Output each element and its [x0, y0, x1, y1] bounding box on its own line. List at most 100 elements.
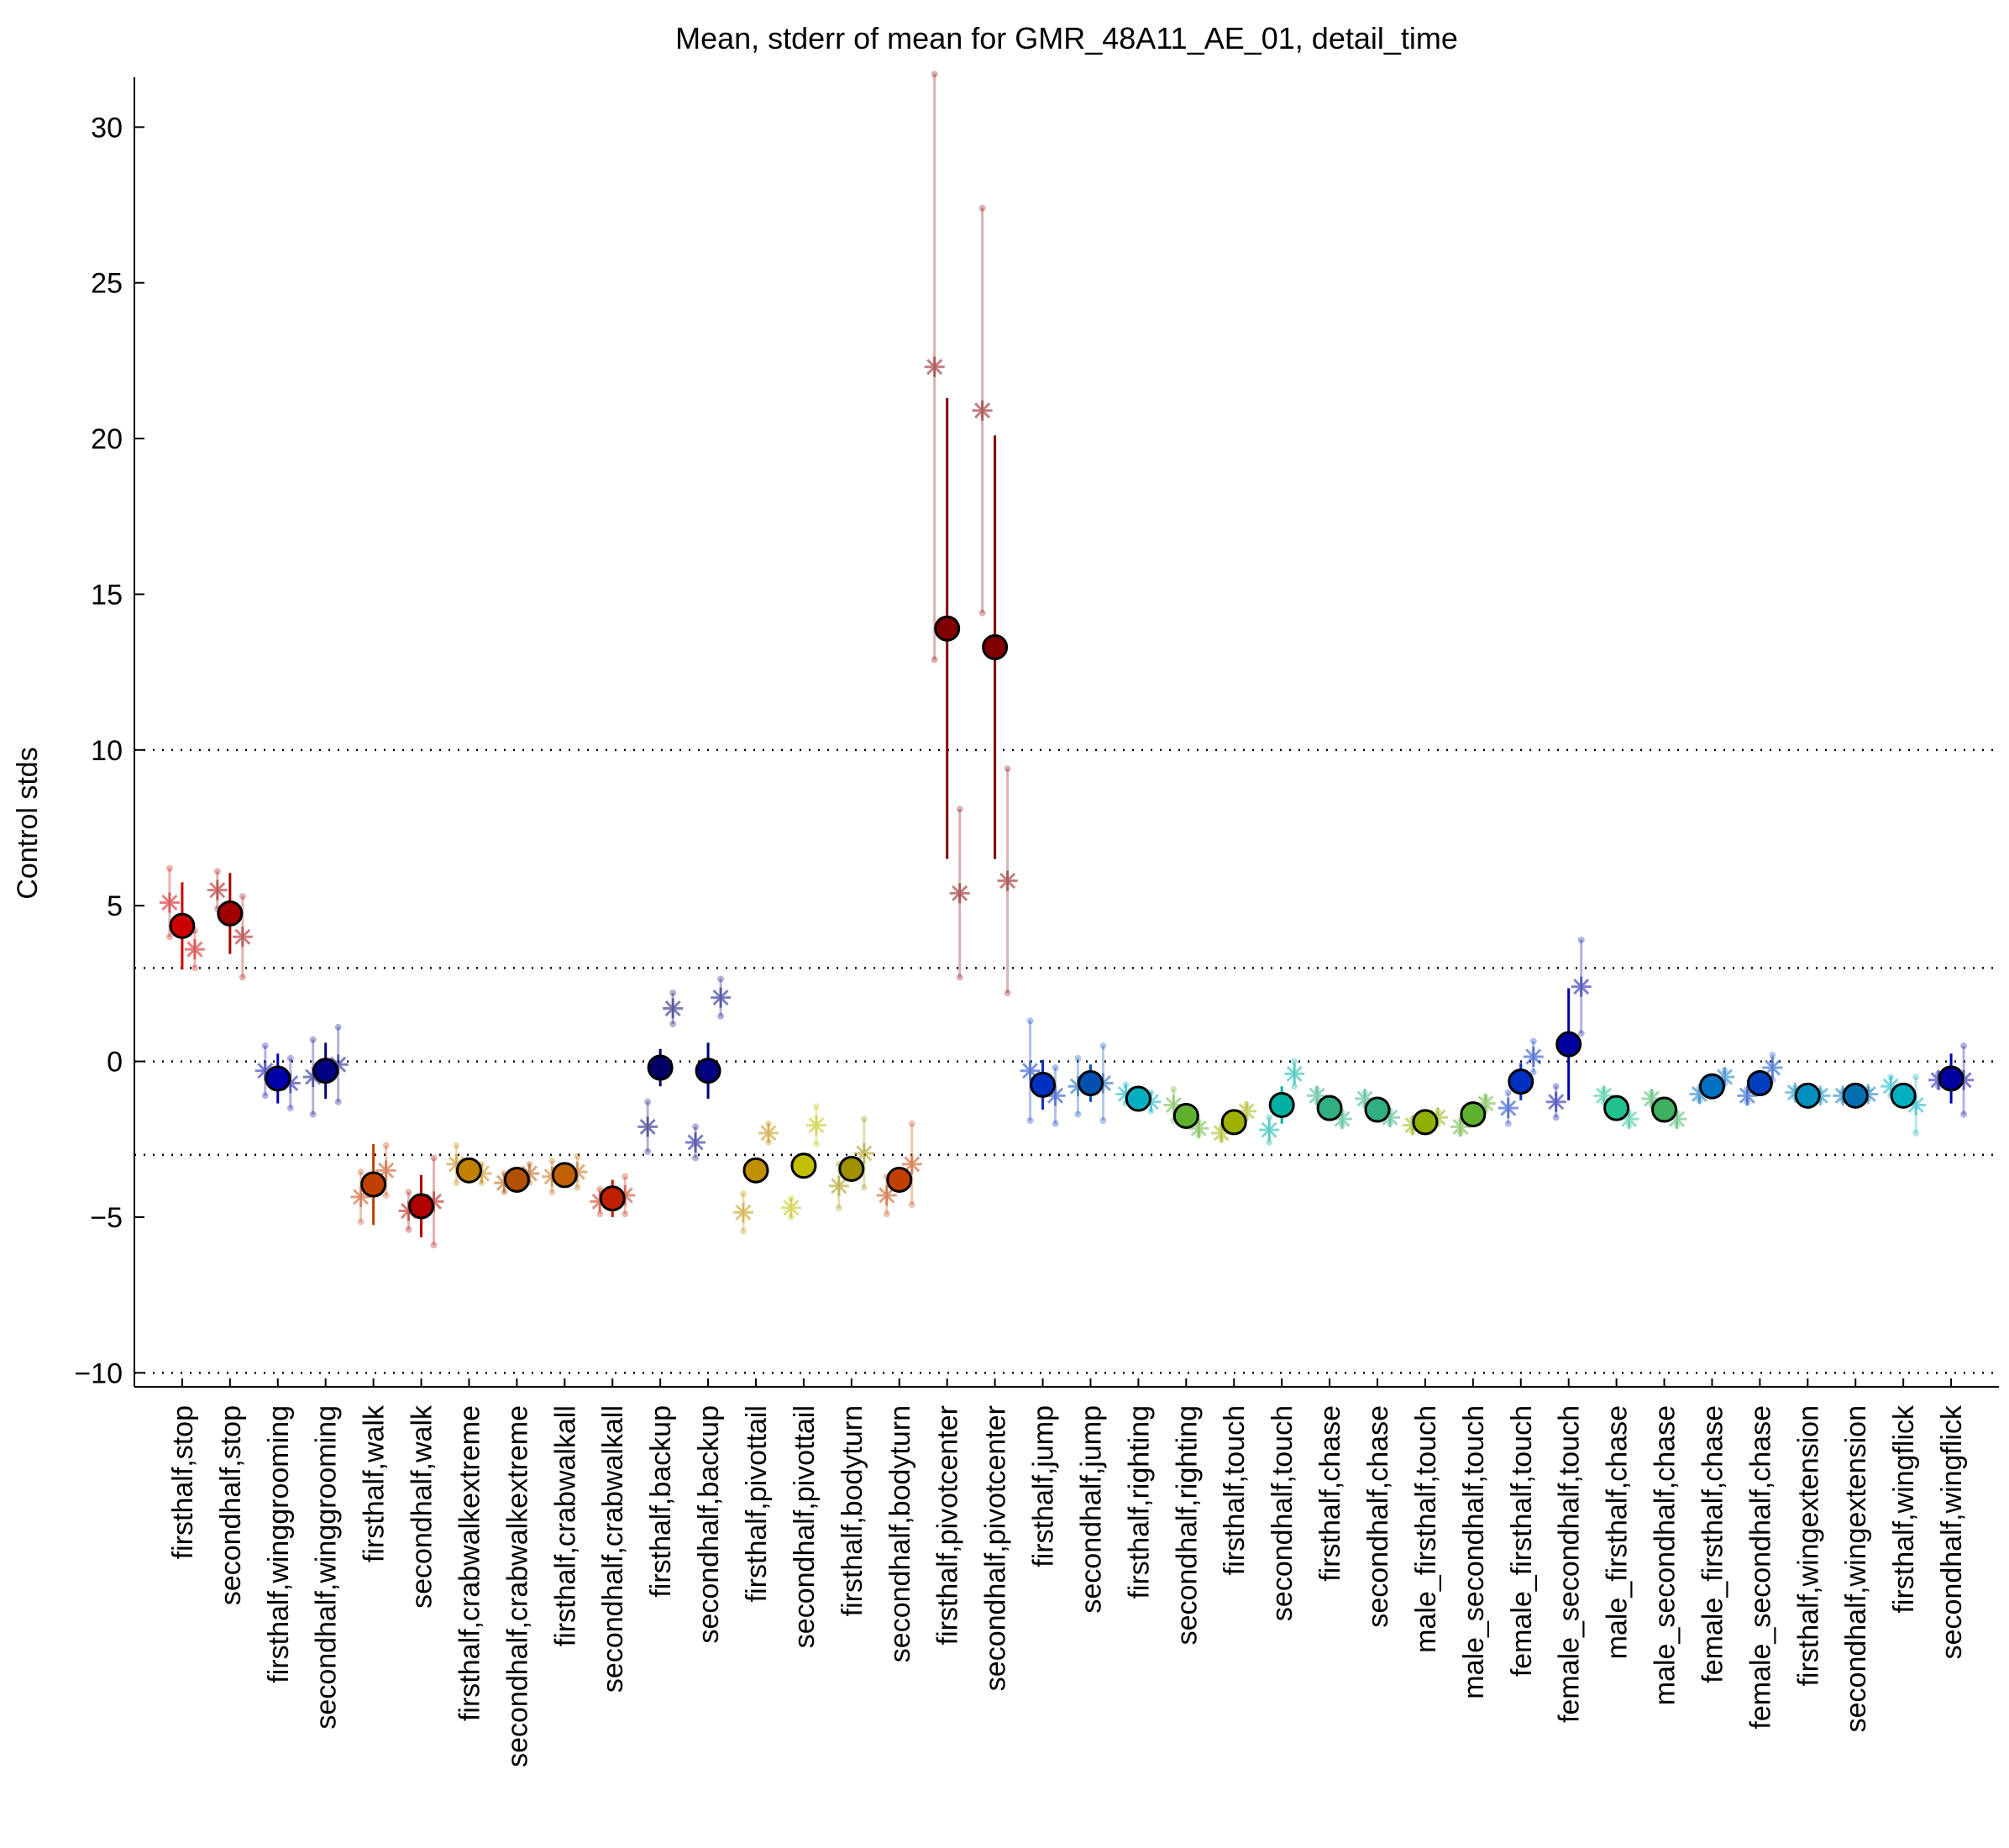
sub-error-cap [334, 1023, 342, 1031]
sub-error-cap [574, 1184, 581, 1191]
x-tick-label: secondhalf,crabwalkextreme [501, 1405, 533, 1767]
sub-point [1259, 1120, 1280, 1141]
sub-error-cap [357, 1168, 365, 1176]
sub-error-cap [644, 1148, 652, 1156]
mean-marker [1508, 1068, 1534, 1095]
mean-marker [1890, 1082, 1917, 1109]
sub-error-cap [453, 1179, 460, 1187]
x-tick-label: female_secondhalf,chase [1744, 1405, 1776, 1730]
sub-point [1163, 1095, 1184, 1116]
mean-marker [695, 1058, 721, 1084]
sub-error-cap [1291, 1058, 1298, 1065]
sub-error-cap [1960, 1110, 1968, 1118]
mean-marker [408, 1193, 435, 1220]
sub-point [1427, 1107, 1448, 1128]
y-tick-label: 30 [91, 112, 123, 144]
sub-error-cap [622, 1210, 629, 1218]
mean-marker [1460, 1101, 1487, 1128]
sub-error-cap [669, 1021, 677, 1028]
y-tick-label: 0 [107, 1047, 123, 1079]
sub-point [1906, 1095, 1927, 1116]
sub-error-cap [574, 1152, 581, 1160]
sub-error-cap [1577, 1030, 1585, 1037]
sub-point [1115, 1084, 1136, 1105]
sub-point [1618, 1109, 1639, 1130]
mean-marker [742, 1157, 769, 1184]
sub-error-cap [334, 1098, 342, 1105]
x-tick-label: secondhalf,jump [1075, 1405, 1107, 1614]
sub-point [901, 1153, 922, 1174]
sub-error-cap [956, 974, 963, 981]
sub-error-cap [165, 933, 173, 941]
mean-marker [886, 1166, 913, 1193]
x-tick-label: firsthalf,bodyturn [837, 1405, 868, 1616]
sub-error-cap [622, 1173, 629, 1180]
mean-marker [790, 1152, 817, 1179]
sub-error-cap [1004, 990, 1011, 997]
x-tick-label: firsthalf,chase [1314, 1405, 1346, 1582]
x-tick-label: secondhalf,pivotcenter [980, 1405, 1012, 1691]
sub-point [758, 1122, 779, 1143]
sub-point [519, 1163, 540, 1184]
sub-point [232, 927, 253, 948]
sub-error-cap [239, 893, 246, 900]
sub-error-cap [1004, 765, 1011, 773]
sub-point [254, 1060, 275, 1081]
mean-marker [1030, 1071, 1057, 1098]
sub-point [924, 356, 945, 377]
x-tick-label: male_secondhalf,touch [1458, 1405, 1490, 1699]
mean-marker [1698, 1073, 1725, 1100]
x-tick-label: secondhalf,righting [1171, 1405, 1203, 1645]
sub-error-cap [644, 1098, 652, 1105]
sub-error-cap [1099, 1042, 1107, 1050]
mean-marker [1316, 1095, 1343, 1121]
sub-point [1762, 1057, 1783, 1078]
sub-point [972, 400, 993, 421]
sub-error-cap [860, 1116, 868, 1123]
sub-error-cap [1504, 1089, 1512, 1096]
x-tick-label: secondhalf,walk [407, 1404, 438, 1609]
x-tick-label: secondhalf,backup [693, 1405, 725, 1644]
x-tick-label: firsthalf,wingflick [1888, 1404, 1920, 1614]
sub-error-cap [812, 1140, 820, 1147]
sub-point [1332, 1109, 1353, 1130]
sub-point [302, 1067, 323, 1088]
mean-marker [1746, 1070, 1773, 1097]
sub-error-cap [717, 1012, 725, 1020]
x-tick-label: secondhalf,crabwalkall [597, 1405, 629, 1693]
sub-error-cap [453, 1142, 460, 1149]
y-tick-label: 15 [91, 579, 123, 611]
sub-point [1641, 1089, 1662, 1110]
sub-error-cap [692, 1123, 700, 1131]
x-tick-label: secondhalf,bodyturn [884, 1405, 916, 1662]
sub-error-cap [835, 1204, 842, 1211]
mean-marker [982, 633, 1009, 660]
sub-point [637, 1116, 658, 1137]
x-tick-label: firsthalf,backup [645, 1405, 677, 1598]
mean-marker [312, 1058, 339, 1084]
sub-error-cap [908, 1201, 915, 1209]
sub-error-cap [1026, 1117, 1034, 1125]
sub-error-cap [1769, 1052, 1776, 1059]
sub-point [805, 1115, 826, 1136]
sub-error-cap [692, 1154, 700, 1162]
mean-marker [1268, 1091, 1295, 1118]
y-tick-label: −5 [90, 1202, 123, 1234]
sub-error-cap [1552, 1114, 1560, 1121]
mean-marker [551, 1162, 578, 1189]
x-tick-label: secondhalf,wingextension [1840, 1405, 1872, 1732]
sub-point [1498, 1098, 1519, 1119]
sub-error-cap [669, 990, 677, 997]
mean-marker [1794, 1082, 1821, 1109]
y-tick-label: 10 [91, 735, 123, 767]
y-tick-label: 20 [91, 423, 123, 455]
mean-marker [1364, 1096, 1391, 1123]
x-tick-label: secondhalf,chase [1362, 1405, 1394, 1628]
mean-marker [360, 1171, 387, 1198]
sub-error-cap [213, 868, 221, 875]
sub-point [1450, 1116, 1471, 1137]
x-tick-label: firsthalf,wingextension [1792, 1405, 1824, 1687]
sub-point [1236, 1100, 1257, 1121]
sub-point [1284, 1063, 1305, 1084]
y-axis-label: Control stds [12, 747, 44, 899]
